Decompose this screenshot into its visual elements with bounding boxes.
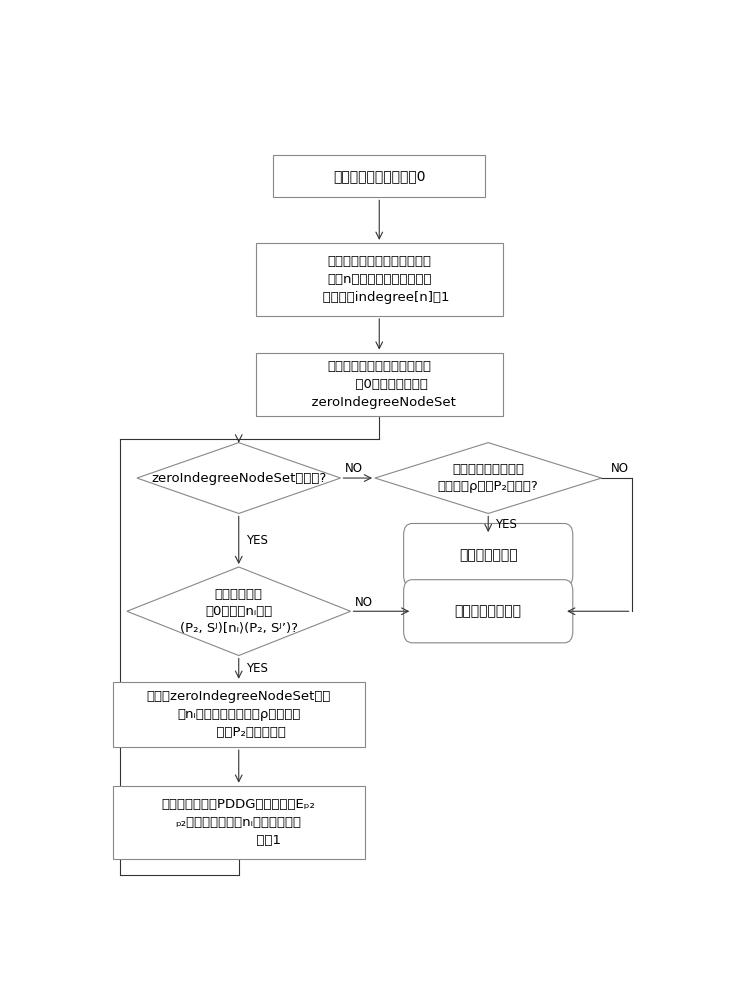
Text: NO: NO	[355, 596, 373, 609]
Text: 迁移有效性满足: 迁移有效性满足	[459, 548, 517, 562]
Text: NO: NO	[345, 462, 363, 475]
Text: 从集合zeroIndegreeNodeSet中删
除nᵢ并添加到拓扑排序ρ中，同时
      更新P₂的当前状态: 从集合zeroIndegreeNodeSet中删 除nᵢ并添加到拓扑排序ρ中，同…	[147, 690, 331, 739]
Text: 遍历每个结点，若该结点入度
      为0，将结点添加到
  zeroIndegreeNodeSet: 遍历每个结点，若该结点入度 为0，将结点添加到 zeroIndegreeNode…	[303, 360, 456, 409]
FancyBboxPatch shape	[256, 243, 502, 316]
Text: 存在一个入度
为0的活动nᵢ满足
(P₂, Sᴶ)[nᵢ⟩(P₂, Sᴶ’)?: 存在一个入度 为0的活动nᵢ满足 (P₂, Sᴶ)[nᵢ⟩(P₂, Sᴶ’)?	[180, 588, 297, 635]
FancyBboxPatch shape	[112, 682, 365, 747]
Text: 存在一个活动序列的
拓扑排序ρ可在P₂中重放?: 存在一个活动序列的 拓扑排序ρ可在P₂中重放?	[438, 463, 539, 493]
Text: zeroIndegreeNodeSet不为空?: zeroIndegreeNodeSet不为空?	[151, 472, 326, 485]
Polygon shape	[127, 567, 351, 656]
FancyBboxPatch shape	[403, 523, 573, 587]
Text: YES: YES	[246, 534, 267, 547]
Polygon shape	[137, 443, 340, 513]
Text: 迁移有效性不满足: 迁移有效性不满足	[454, 604, 522, 618]
Text: 初始化所有结点入度为0: 初始化所有结点入度为0	[333, 169, 425, 183]
Text: YES: YES	[495, 518, 517, 531]
Text: 遍历动态依赖图PDDG的依赖边集Eₚ₂
ₚ₂，将所有与结点nᵢ邻接的结点入
              度减1: 遍历动态依赖图PDDG的依赖边集Eₚ₂ ₚ₂，将所有与结点nᵢ邻接的结点入 度减…	[162, 798, 316, 847]
Text: 遍历依赖边集，每存在一条以
结点n为终点的依赖边，则该
   结点入度indegree[n]加1: 遍历依赖边集，每存在一条以 结点n为终点的依赖边，则该 结点入度indegree…	[309, 255, 449, 304]
FancyBboxPatch shape	[273, 155, 485, 197]
Text: NO: NO	[610, 462, 629, 475]
FancyBboxPatch shape	[403, 580, 573, 643]
Polygon shape	[375, 443, 602, 513]
FancyBboxPatch shape	[256, 353, 502, 416]
Text: YES: YES	[246, 662, 267, 675]
FancyBboxPatch shape	[112, 786, 365, 859]
